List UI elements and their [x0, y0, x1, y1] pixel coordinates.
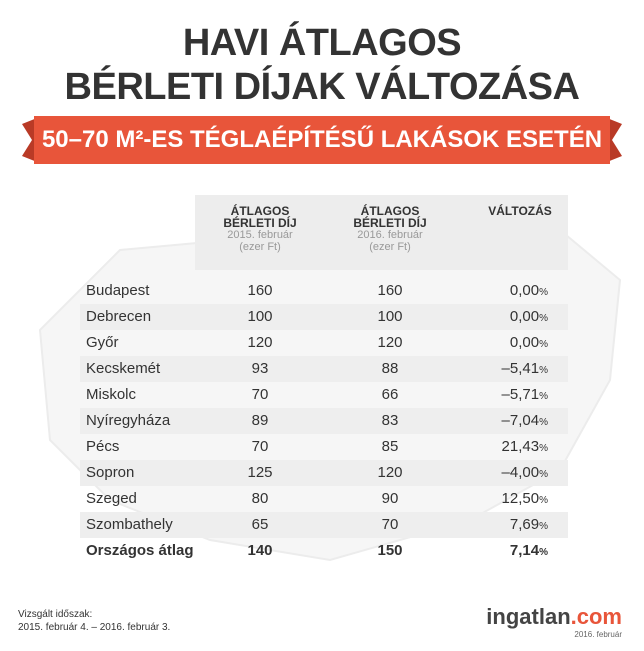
rent-2016-cell: 90 — [381, 490, 399, 507]
rent-2016-cell: 100 — [377, 308, 403, 325]
change-value: 21,43 — [501, 438, 540, 455]
change-cell: –4,00% — [502, 460, 548, 488]
change-value: –7,04 — [501, 412, 540, 429]
change-cell: 7,14% — [510, 538, 548, 566]
rent-2015-cell: 125 — [247, 464, 273, 481]
table-row: Pécs 70 85 21,43% — [80, 434, 568, 460]
column-header: ÁTLAGOS BÉRLETI DÍJ 2015. február (ezer Ft… — [223, 204, 297, 253]
percent-sign: % — [539, 547, 548, 558]
table-row: Kecskemét 93 88 –5,41% — [80, 356, 568, 382]
city-cell: Miskolc — [86, 386, 137, 403]
header-background — [195, 195, 568, 270]
city-cell: Szombathely — [86, 516, 173, 533]
title-line: BÉRLETI DÍJAK VÁLTOZÁSA — [64, 66, 580, 108]
city-cell: Országos átlag — [86, 542, 194, 559]
rent-2015-cell: 80 — [251, 490, 269, 507]
rent-2015-cell: 89 — [251, 412, 269, 429]
percent-sign: % — [539, 521, 548, 532]
change-cell: –7,04% — [502, 408, 548, 436]
rent-2016-cell: 70 — [381, 516, 399, 533]
table-row: Debrecen 100 100 0,00% — [80, 304, 568, 330]
change-cell: 0,00% — [510, 278, 548, 306]
city-cell: Nyíregyháza — [86, 412, 171, 429]
percent-sign: % — [539, 391, 548, 402]
table-row: Miskolc 70 66 –5,71% — [80, 382, 568, 408]
change-value: –5,71 — [501, 386, 540, 403]
change-value: –5,41 — [501, 360, 540, 377]
change-cell: 0,00% — [510, 330, 548, 358]
change-cell: 21,43% — [502, 434, 548, 462]
title-line: HAVI ÁTLAGOS — [182, 22, 462, 64]
table-row: Országos átlag 140 150 7,14% — [80, 538, 568, 564]
rent-2015-cell: 65 — [251, 516, 269, 533]
city-cell: Kecskemét — [86, 360, 161, 377]
change-cell: 7,69% — [510, 512, 548, 540]
logo: ingatlan.com — [486, 604, 622, 629]
logo-date: 2016. február — [574, 630, 622, 639]
rent-2016-cell: 160 — [377, 282, 403, 299]
rent-2016-cell: 88 — [381, 360, 399, 377]
city-cell: Debrecen — [86, 308, 152, 325]
rent-2015-cell: 140 — [247, 542, 273, 559]
percent-sign: % — [539, 365, 548, 376]
city-cell: Budapest — [86, 282, 150, 299]
percent-sign: % — [539, 339, 548, 350]
change-cell: –5,41% — [502, 356, 548, 384]
rent-2016-cell: 66 — [381, 386, 399, 403]
footer-note: Vizsgált időszak: 2015. február 4. – 201… — [18, 609, 171, 633]
percent-sign: % — [539, 443, 548, 454]
rent-2015-cell: 120 — [247, 334, 273, 351]
change-value: 0,00 — [509, 308, 540, 325]
change-cell: –5,71% — [502, 382, 548, 410]
table-row: Szombathely 65 70 7,69% — [80, 512, 568, 538]
table-row: Budapest 160 160 0,00% — [80, 278, 568, 304]
change-value: 0,00 — [509, 282, 540, 299]
city-cell: Szeged — [86, 490, 137, 507]
change-value: –4,00 — [501, 464, 540, 481]
change-value: 0,00 — [509, 334, 540, 351]
city-cell: Győr — [86, 334, 119, 351]
rent-2016-cell: 85 — [381, 438, 399, 455]
banner-text: 50–70 M²-ES TÉGLAÉPÍTÉSŰ LAKÁSOK ESETÉN — [41, 126, 603, 153]
rent-2016-cell: 150 — [377, 542, 403, 559]
rent-2016-cell: 120 — [377, 334, 403, 351]
change-value: 12,50 — [501, 490, 540, 507]
rent-2016-cell: 83 — [381, 412, 399, 429]
banner-shape — [22, 116, 622, 164]
rent-2015-cell: 93 — [251, 360, 269, 377]
percent-sign: % — [539, 469, 548, 480]
table-row: Szeged 80 90 12,50% — [80, 486, 568, 512]
rent-2015-cell: 160 — [247, 282, 273, 299]
percent-sign: % — [539, 313, 548, 324]
rent-2015-cell: 100 — [247, 308, 273, 325]
change-cell: 0,00% — [510, 304, 548, 332]
city-cell: Sopron — [86, 464, 135, 481]
change-value: 7,14 — [509, 542, 540, 559]
table-row: Nyíregyháza 89 83 –7,04% — [80, 408, 568, 434]
city-cell: Pécs — [86, 438, 120, 455]
percent-sign: % — [539, 287, 548, 298]
column-header: VÁLTOZÁS — [488, 204, 552, 218]
rent-2015-cell: 70 — [251, 386, 269, 403]
percent-sign: % — [539, 495, 548, 506]
table-row: Sopron 125 120 –4,00% — [80, 460, 568, 486]
change-value: 7,69 — [509, 516, 540, 533]
column-header: ÁTLAGOS BÉRLETI DÍJ 2016. február (ezer Ft… — [353, 204, 427, 253]
percent-sign: % — [539, 417, 548, 428]
rent-2015-cell: 70 — [251, 438, 269, 455]
table-row: Győr 120 120 0,00% — [80, 330, 568, 356]
change-cell: 12,50% — [502, 486, 548, 514]
rent-2016-cell: 120 — [377, 464, 403, 481]
